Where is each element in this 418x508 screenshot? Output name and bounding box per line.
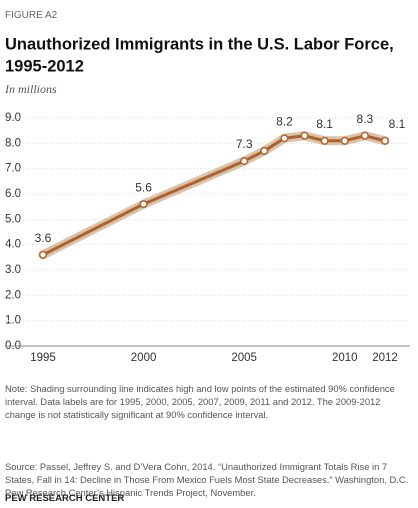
data-label: 3.6 xyxy=(35,231,52,245)
y-tick-label: 9.0 xyxy=(5,112,21,124)
x-tick-label: 2005 xyxy=(231,352,257,364)
figure-label: FIGURE A2 xyxy=(5,10,58,21)
confidence-band xyxy=(38,131,390,260)
chart-title-line2: 1995-2012 xyxy=(5,57,84,75)
data-label: 8.2 xyxy=(276,114,293,128)
footer: PEW RESEARCH CENTER xyxy=(5,493,125,504)
data-label: 7.3 xyxy=(236,137,253,151)
marker xyxy=(340,136,349,145)
y-tick-label: 2.0 xyxy=(5,289,21,301)
marker xyxy=(380,136,390,145)
data-label: 5.6 xyxy=(135,180,152,194)
y-tick-label: 6.0 xyxy=(5,188,21,200)
line xyxy=(42,134,386,257)
marker xyxy=(38,250,48,259)
marker xyxy=(360,131,369,140)
y-tick-label: 5.0 xyxy=(5,213,21,225)
marker xyxy=(260,146,269,155)
x-tick-label: 1995 xyxy=(30,352,56,364)
x-tick-label: 2000 xyxy=(131,352,157,364)
data-label: 8.1 xyxy=(389,117,406,131)
chart-subtitle: In millions xyxy=(4,82,57,96)
y-tick-label: 7.0 xyxy=(5,163,21,175)
y-tick-label: 1.0 xyxy=(5,315,21,327)
note: Note: Shading surrounding line indicates… xyxy=(5,383,395,420)
data-label: 8.1 xyxy=(316,117,333,131)
marker xyxy=(280,134,289,143)
chart-title: Unauthorized Immigrants in the U.S. Labo… xyxy=(5,35,394,53)
x-tick-label: 2012 xyxy=(372,352,398,364)
marker xyxy=(240,157,249,166)
data-label: 8.3 xyxy=(357,112,374,126)
source: Source: Passel, Jeffrey S. and D’Vera Co… xyxy=(5,461,409,498)
marker xyxy=(300,131,309,140)
marker xyxy=(320,136,329,145)
y-tick-label: 3.0 xyxy=(5,264,21,276)
x-tick-label: 2010 xyxy=(332,352,358,364)
y-tick-label: 4.0 xyxy=(5,239,21,251)
y-tick-label: 8.0 xyxy=(5,137,21,149)
chart: Unauthorized Immigrants in the U.S. Labo… xyxy=(4,35,410,364)
marker xyxy=(139,200,148,209)
